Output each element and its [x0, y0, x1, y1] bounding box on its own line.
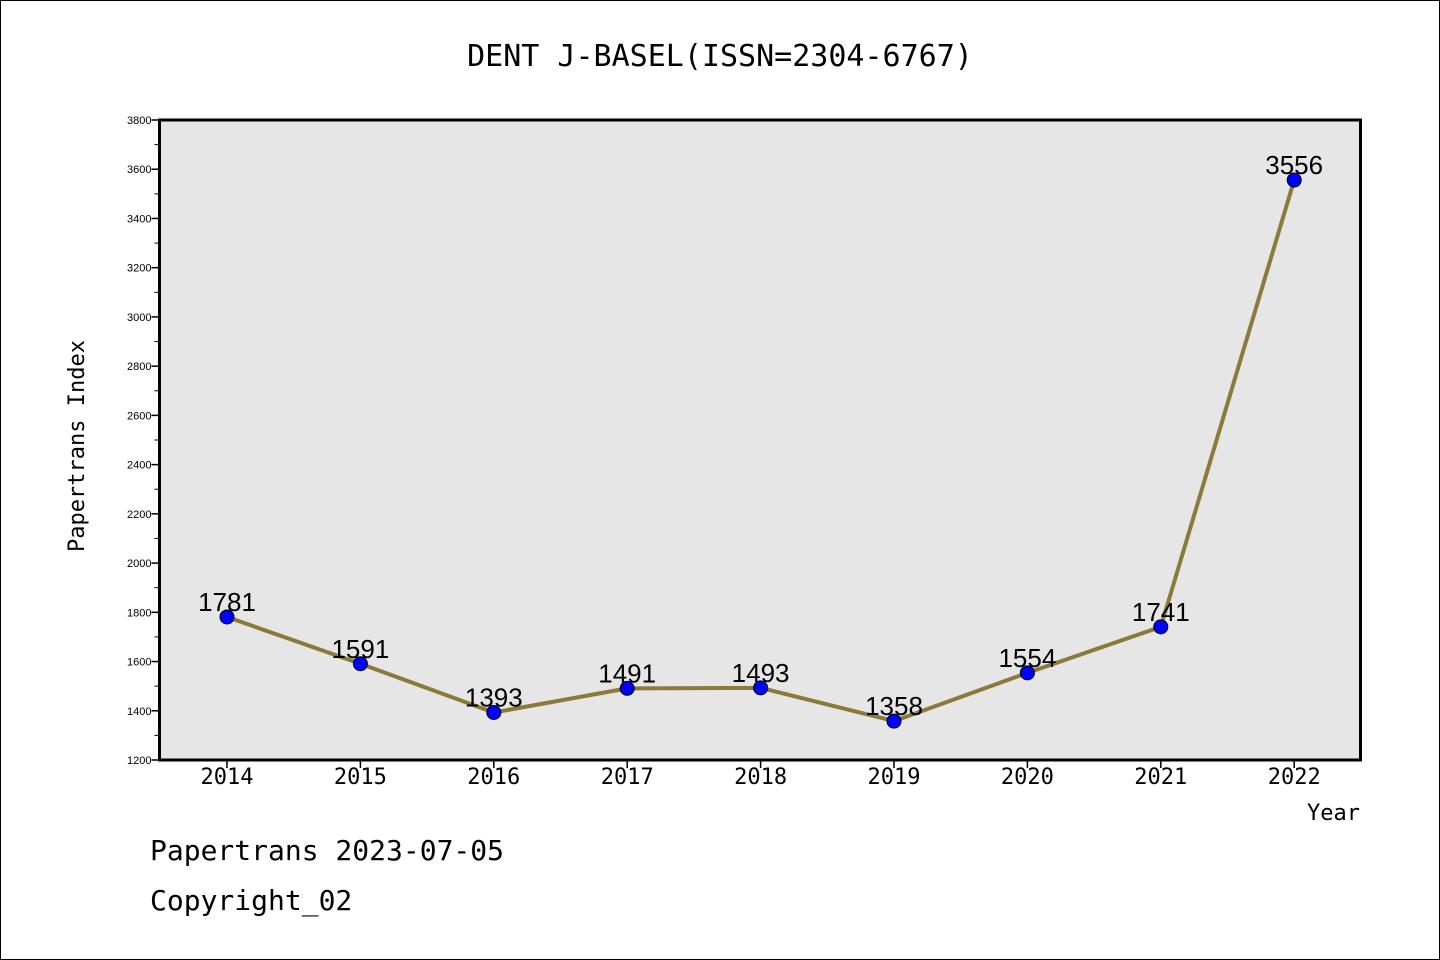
- data-point-2014: [219, 609, 235, 625]
- data-label-2022: 3556: [1265, 150, 1323, 180]
- y-axis: 1200 1400 1600 1800 2000 2200 2400 2600 2800 3000…: [127, 115, 160, 767]
- chart-title: DENT J-BASEL(ISSN=2304-6767): [467, 39, 973, 74]
- data-point-2022: [1286, 172, 1302, 188]
- y-tick-label: 2200: [127, 509, 151, 521]
- data-label-2021: 1741: [1132, 597, 1190, 627]
- y-tick-label: 1200: [127, 755, 151, 767]
- x-axis: 2014 2015 2016 2017 2018 2019 2020 2021 2022: [201, 760, 1321, 790]
- data-labels: 1781 1591 1393 1491 1493 1358 1554 1741 3556: [198, 150, 1323, 721]
- x-tick-label: 2021: [1134, 765, 1187, 790]
- x-tick-label: 2020: [1001, 765, 1054, 790]
- data-point-2020: [1019, 665, 1035, 681]
- x-tick-label: 2016: [467, 765, 520, 790]
- y-tick-label: 2000: [127, 558, 151, 570]
- y-tick-label: 2400: [127, 460, 151, 472]
- y-tick-label: 1600: [127, 657, 151, 669]
- x-tick-label: 2018: [734, 765, 787, 790]
- footer-source: Papertrans 2023-07-05: [150, 834, 505, 867]
- y-tick-label: 3000: [127, 312, 151, 324]
- x-tick-label: 2019: [868, 765, 921, 790]
- data-label-2015: 1591: [331, 634, 389, 664]
- y-tick-label: 3600: [127, 164, 151, 176]
- y-tick-label: 3200: [127, 263, 151, 275]
- data-point-2021: [1153, 619, 1169, 635]
- x-tick-label: 2017: [601, 765, 654, 790]
- y-tick-label: 2800: [127, 361, 151, 373]
- y-axis-label: Papertrans Index: [65, 340, 90, 552]
- data-point-2015: [352, 656, 368, 672]
- data-point-2018: [753, 680, 769, 696]
- x-tick-label: 2014: [201, 765, 254, 790]
- data-label-2018: 1493: [732, 658, 790, 688]
- data-label-2014: 1781: [198, 587, 256, 617]
- data-label-2020: 1554: [998, 643, 1056, 673]
- y-tick-label: 1800: [127, 607, 151, 619]
- y-tick-label: 3800: [127, 115, 151, 127]
- data-label-2017: 1491: [598, 658, 656, 688]
- data-label-2019: 1358: [865, 691, 923, 721]
- data-point-2017: [619, 680, 635, 696]
- x-axis-label: Year: [1307, 801, 1360, 826]
- x-tick-label: 2015: [334, 765, 387, 790]
- series-markers: [219, 172, 1302, 729]
- data-point-2016: [486, 704, 502, 720]
- y-tick-label: 2600: [127, 410, 151, 422]
- plot-area: [158, 118, 1362, 762]
- y-tick-label: 1400: [127, 706, 151, 718]
- footer-copyright: Copyright_02: [150, 884, 353, 917]
- data-label-2016: 1393: [465, 682, 523, 712]
- x-tick-label: 2022: [1268, 765, 1321, 790]
- data-point-2019: [886, 713, 902, 729]
- y-tick-label: 3400: [127, 213, 151, 225]
